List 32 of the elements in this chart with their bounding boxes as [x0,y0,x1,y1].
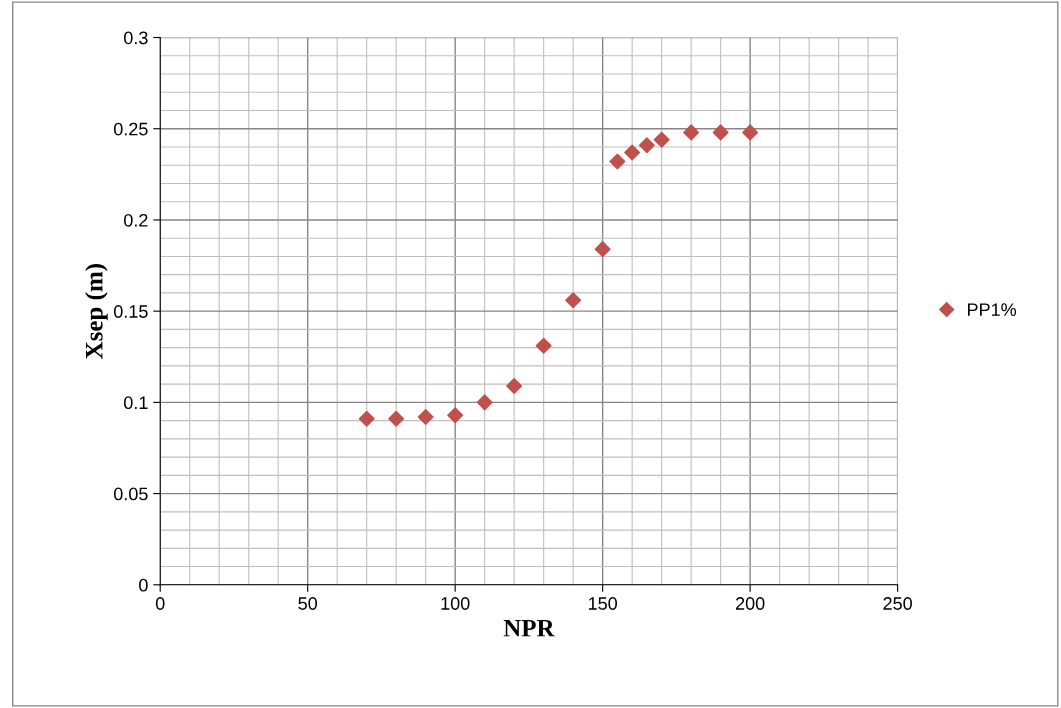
point [638,137,655,154]
y-axis-title: Xsep (m) [85,264,108,359]
x-tick-label: 100 [441,597,470,610]
y-tick-label: 0.05 [113,487,148,501]
y-tick-label: 0.15 [113,305,148,318]
point [417,408,434,425]
y-tick-label: 0 [139,578,148,592]
y-tick-label: 0.2 [124,213,148,227]
point [388,410,405,427]
point [609,153,626,170]
y-tick-label: 0.1 [124,396,148,410]
x-axis-title: NPR [503,619,555,637]
point [358,410,375,427]
point [447,407,464,424]
point [506,377,523,394]
point [624,144,641,161]
point [594,241,611,258]
point [742,124,759,141]
point [535,337,552,354]
point [476,394,493,411]
legend-label: PP1% [968,303,1017,316]
x-tick-label: 150 [588,597,618,610]
x-tick-label: 50 [298,597,318,610]
point [683,124,700,141]
x-tick-label: 0 [155,597,165,610]
x-tick-label: 200 [735,597,765,610]
point [653,131,670,148]
x-tick-label: 250 [883,597,912,610]
point [712,124,729,141]
y-tick-label: 0.3 [124,31,148,45]
point [565,292,582,309]
y-tick-label: 0.25 [113,122,148,136]
